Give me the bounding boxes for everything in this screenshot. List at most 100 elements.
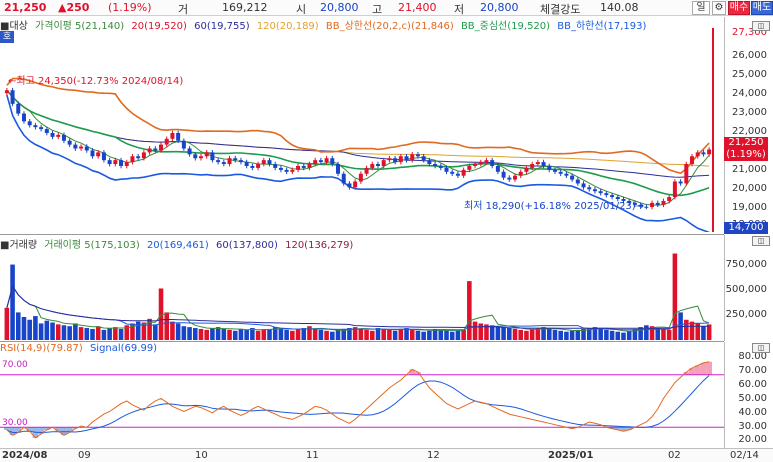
candle-body bbox=[438, 165, 443, 168]
volume-bar bbox=[38, 323, 44, 340]
period-day-button[interactable]: 일 bbox=[692, 1, 710, 15]
rsi-axis-label: 60.00 bbox=[738, 379, 767, 390]
volume-bar bbox=[598, 328, 603, 340]
volume-bar bbox=[518, 329, 524, 340]
volume-bar bbox=[21, 317, 27, 340]
volume-legend-ma20[interactable]: 20(169,461) bbox=[146, 240, 209, 251]
volume-bar bbox=[324, 330, 329, 340]
volume-bar bbox=[90, 328, 95, 340]
volume-legend-prefix: ■거래량 bbox=[0, 240, 38, 251]
rsi-oversold-fill bbox=[66, 427, 73, 433]
price-panel-expand-button[interactable]: ◫ bbox=[752, 21, 770, 31]
volume-bar bbox=[604, 329, 609, 340]
candle-body bbox=[27, 121, 32, 126]
volume-bar bbox=[461, 329, 466, 340]
volume-bar bbox=[312, 328, 318, 340]
legend-bb-mid[interactable]: BB_중심선(19,520) bbox=[460, 21, 551, 32]
rsi-legend-signal[interactable]: Signal(69.99) bbox=[89, 343, 158, 354]
rsi-panel-expand-button[interactable]: ◫ bbox=[752, 343, 770, 353]
candle-body bbox=[370, 164, 375, 168]
legend-ma5[interactable]: 가격이평 5(21,140) bbox=[35, 21, 125, 32]
volume-bar bbox=[404, 328, 409, 340]
volume-bar bbox=[295, 328, 301, 340]
candle-body bbox=[307, 164, 312, 168]
candle-body bbox=[101, 152, 106, 161]
volume-bar bbox=[507, 328, 512, 340]
candle-body bbox=[159, 144, 164, 151]
candle-body bbox=[318, 160, 323, 163]
date-label: 02 bbox=[668, 450, 681, 461]
candle-body bbox=[695, 152, 700, 157]
volume-bar bbox=[141, 322, 147, 340]
price-legend: ■대상 가격이평 5(21,140) 20(19,520) 60(19,755)… bbox=[0, 17, 650, 32]
volume-panel-expand-button[interactable]: ◫ bbox=[752, 236, 770, 246]
volume-bar bbox=[541, 327, 546, 340]
volume-bar bbox=[44, 320, 50, 340]
legend-ma20[interactable]: 20(19,520) bbox=[131, 21, 187, 32]
candle-body bbox=[198, 156, 203, 159]
volume-ma60-line bbox=[6, 284, 710, 329]
volume-bar bbox=[192, 328, 198, 340]
candle-body bbox=[147, 148, 152, 153]
price-axis-red-line bbox=[712, 28, 714, 232]
candle-body bbox=[176, 132, 181, 141]
volume-legend-ma5[interactable]: 거래이평 5(175,103) bbox=[44, 240, 140, 251]
price-chart bbox=[4, 77, 712, 232]
volume-bar bbox=[626, 330, 632, 340]
volume-bar bbox=[592, 327, 598, 340]
rsi-overbought-fill bbox=[415, 372, 421, 375]
volume-bar bbox=[84, 328, 90, 340]
bb-upper-line bbox=[6, 77, 710, 175]
candle-body bbox=[513, 175, 518, 180]
candle-body bbox=[650, 202, 655, 207]
candle-body bbox=[558, 171, 563, 174]
candle-body bbox=[153, 148, 158, 151]
rsi-legend-rsi[interactable]: RSI(14,9)(79.87) bbox=[0, 343, 83, 354]
volume-bar bbox=[524, 330, 529, 340]
volume-bar bbox=[495, 326, 501, 340]
rsi-oversold-fill bbox=[626, 427, 633, 430]
volume-bar bbox=[501, 327, 506, 340]
candle-body bbox=[535, 162, 540, 165]
legend-bb-upper[interactable]: BB_상한선(20,2,c)(21,846) bbox=[325, 21, 454, 32]
legend-bb-lower[interactable]: BB_하한선(17,193) bbox=[557, 21, 647, 32]
candle-body bbox=[501, 171, 506, 178]
volume-legend-ma60[interactable]: 60(137,800) bbox=[216, 240, 278, 251]
volume-bar bbox=[107, 328, 112, 340]
price-axis-label: 19,000 bbox=[732, 202, 767, 213]
candle-body bbox=[450, 171, 455, 174]
candle-body bbox=[181, 140, 186, 149]
candle-body bbox=[136, 156, 141, 159]
price-axis-label: 24,000 bbox=[732, 88, 767, 99]
volume-bar bbox=[307, 326, 312, 340]
volume-bar bbox=[672, 253, 678, 340]
candle-body bbox=[541, 162, 546, 166]
candle-body bbox=[330, 158, 335, 165]
candle-body bbox=[107, 160, 112, 165]
sell-button[interactable]: 매도 bbox=[751, 1, 773, 15]
legend-ma60[interactable]: 60(19,755) bbox=[194, 21, 250, 32]
buy-button[interactable]: 매수 bbox=[728, 1, 750, 15]
rsi-oversold-fill bbox=[620, 427, 627, 432]
legend-ma120[interactable]: 120(20,189) bbox=[256, 21, 319, 32]
candle-body bbox=[655, 202, 660, 205]
candle-body bbox=[250, 165, 255, 168]
rsi-signal-line bbox=[6, 375, 710, 434]
candle-body bbox=[119, 160, 124, 166]
candle-body bbox=[484, 160, 489, 163]
volume-bar bbox=[369, 330, 375, 340]
candle-body bbox=[524, 167, 529, 172]
gear-icon[interactable]: ⚙ bbox=[712, 1, 726, 15]
volume-legend-ma120[interactable]: 120(136,279) bbox=[285, 240, 354, 251]
volume-bar bbox=[467, 281, 472, 340]
volume-bar bbox=[689, 321, 695, 340]
volume-bar bbox=[427, 330, 432, 340]
candle-body bbox=[67, 140, 72, 145]
volume-bar bbox=[347, 328, 352, 340]
candle-body bbox=[210, 152, 215, 161]
volume-bar bbox=[147, 318, 152, 340]
high-label: 고 bbox=[372, 3, 383, 16]
volume-bar bbox=[61, 325, 67, 340]
volume-bar bbox=[198, 328, 204, 340]
legend-prefix: ■대상 bbox=[0, 21, 28, 32]
